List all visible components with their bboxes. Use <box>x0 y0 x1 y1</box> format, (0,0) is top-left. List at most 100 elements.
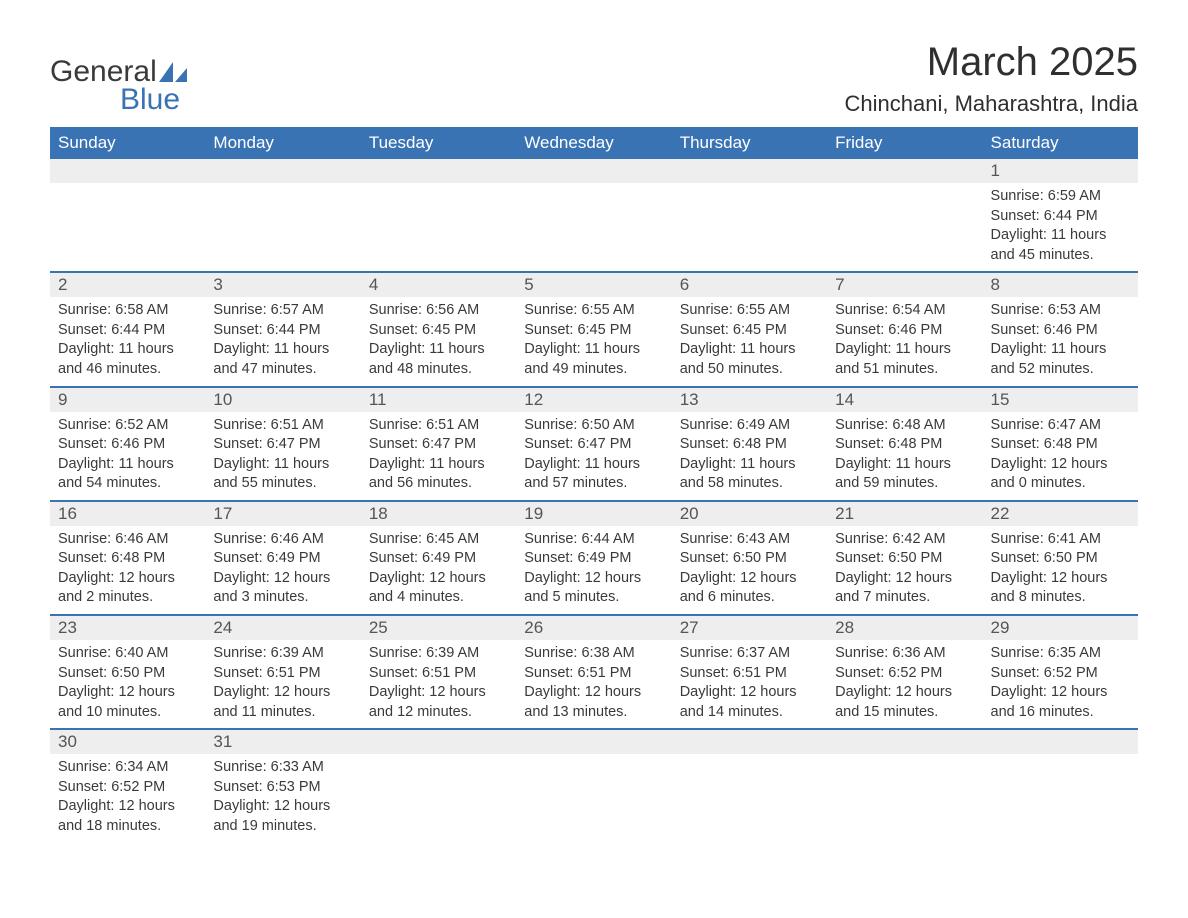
day-number-cell: 6 <box>672 272 827 297</box>
day-number-cell <box>672 159 827 183</box>
day-number-cell: 11 <box>361 387 516 412</box>
day-detail-cell: Sunrise: 6:55 AMSunset: 6:45 PMDaylight:… <box>672 297 827 386</box>
day-number-cell: 31 <box>205 729 360 754</box>
day-number-cell: 7 <box>827 272 982 297</box>
day-detail-cell: Sunrise: 6:41 AMSunset: 6:50 PMDaylight:… <box>983 526 1138 615</box>
detail-row: Sunrise: 6:59 AMSunset: 6:44 PMDaylight:… <box>50 183 1138 272</box>
day-detail-cell: Sunrise: 6:52 AMSunset: 6:46 PMDaylight:… <box>50 412 205 501</box>
day-number-cell: 19 <box>516 501 671 526</box>
daynum-row: 3031 <box>50 729 1138 754</box>
day-detail-cell: Sunrise: 6:49 AMSunset: 6:48 PMDaylight:… <box>672 412 827 501</box>
day-detail-cell: Sunrise: 6:47 AMSunset: 6:48 PMDaylight:… <box>983 412 1138 501</box>
day-number-cell: 20 <box>672 501 827 526</box>
day-number-cell: 16 <box>50 501 205 526</box>
day-detail-cell: Sunrise: 6:42 AMSunset: 6:50 PMDaylight:… <box>827 526 982 615</box>
day-number-cell: 27 <box>672 615 827 640</box>
detail-row: Sunrise: 6:58 AMSunset: 6:44 PMDaylight:… <box>50 297 1138 386</box>
day-detail-cell <box>516 754 671 842</box>
day-detail-cell: Sunrise: 6:51 AMSunset: 6:47 PMDaylight:… <box>361 412 516 501</box>
day-detail-cell: Sunrise: 6:59 AMSunset: 6:44 PMDaylight:… <box>983 183 1138 272</box>
day-detail-cell: Sunrise: 6:44 AMSunset: 6:49 PMDaylight:… <box>516 526 671 615</box>
day-detail-cell <box>983 754 1138 842</box>
day-detail-cell: Sunrise: 6:43 AMSunset: 6:50 PMDaylight:… <box>672 526 827 615</box>
day-detail-cell: Sunrise: 6:46 AMSunset: 6:48 PMDaylight:… <box>50 526 205 615</box>
day-number-cell: 22 <box>983 501 1138 526</box>
day-number-cell <box>827 729 982 754</box>
day-number-cell: 17 <box>205 501 360 526</box>
day-detail-cell: Sunrise: 6:45 AMSunset: 6:49 PMDaylight:… <box>361 526 516 615</box>
day-detail-cell: Sunrise: 6:36 AMSunset: 6:52 PMDaylight:… <box>827 640 982 729</box>
day-number-cell: 1 <box>983 159 1138 183</box>
weekday-header: Wednesday <box>516 127 671 159</box>
day-detail-cell <box>672 183 827 272</box>
day-number-cell: 3 <box>205 272 360 297</box>
day-detail-cell: Sunrise: 6:40 AMSunset: 6:50 PMDaylight:… <box>50 640 205 729</box>
day-number-cell: 12 <box>516 387 671 412</box>
day-detail-cell: Sunrise: 6:50 AMSunset: 6:47 PMDaylight:… <box>516 412 671 501</box>
day-detail-cell: Sunrise: 6:35 AMSunset: 6:52 PMDaylight:… <box>983 640 1138 729</box>
day-number-cell: 18 <box>361 501 516 526</box>
detail-row: Sunrise: 6:52 AMSunset: 6:46 PMDaylight:… <box>50 412 1138 501</box>
detail-row: Sunrise: 6:34 AMSunset: 6:52 PMDaylight:… <box>50 754 1138 842</box>
logo: General Blue <box>50 55 187 117</box>
header: General Blue March 2025 Chinchani, Mahar… <box>50 40 1138 117</box>
page-title: March 2025 <box>845 40 1139 85</box>
day-detail-cell: Sunrise: 6:34 AMSunset: 6:52 PMDaylight:… <box>50 754 205 842</box>
detail-row: Sunrise: 6:46 AMSunset: 6:48 PMDaylight:… <box>50 526 1138 615</box>
detail-row: Sunrise: 6:40 AMSunset: 6:50 PMDaylight:… <box>50 640 1138 729</box>
day-detail-cell <box>516 183 671 272</box>
day-number-cell <box>205 159 360 183</box>
day-number-cell: 24 <box>205 615 360 640</box>
day-number-cell: 26 <box>516 615 671 640</box>
day-number-cell <box>361 729 516 754</box>
day-number-cell: 25 <box>361 615 516 640</box>
day-number-cell: 10 <box>205 387 360 412</box>
day-detail-cell <box>205 183 360 272</box>
daynum-row: 2345678 <box>50 272 1138 297</box>
day-number-cell <box>983 729 1138 754</box>
day-number-cell: 15 <box>983 387 1138 412</box>
calendar-table: Sunday Monday Tuesday Wednesday Thursday… <box>50 127 1138 843</box>
day-detail-cell <box>827 183 982 272</box>
day-number-cell: 28 <box>827 615 982 640</box>
day-number-cell <box>361 159 516 183</box>
weekday-header: Friday <box>827 127 982 159</box>
day-number-cell <box>672 729 827 754</box>
day-number-cell: 23 <box>50 615 205 640</box>
day-detail-cell: Sunrise: 6:39 AMSunset: 6:51 PMDaylight:… <box>361 640 516 729</box>
day-number-cell <box>50 159 205 183</box>
logo-text-blue: Blue <box>120 83 180 117</box>
weekday-header: Thursday <box>672 127 827 159</box>
day-detail-cell <box>827 754 982 842</box>
day-number-cell: 14 <box>827 387 982 412</box>
sail-icon <box>159 62 187 82</box>
day-detail-cell: Sunrise: 6:39 AMSunset: 6:51 PMDaylight:… <box>205 640 360 729</box>
day-detail-cell: Sunrise: 6:57 AMSunset: 6:44 PMDaylight:… <box>205 297 360 386</box>
day-number-cell <box>516 729 671 754</box>
weekday-header: Tuesday <box>361 127 516 159</box>
day-detail-cell <box>361 183 516 272</box>
weekday-header-row: Sunday Monday Tuesday Wednesday Thursday… <box>50 127 1138 159</box>
day-number-cell: 8 <box>983 272 1138 297</box>
day-detail-cell: Sunrise: 6:56 AMSunset: 6:45 PMDaylight:… <box>361 297 516 386</box>
day-detail-cell: Sunrise: 6:58 AMSunset: 6:44 PMDaylight:… <box>50 297 205 386</box>
daynum-row: 1 <box>50 159 1138 183</box>
daynum-row: 16171819202122 <box>50 501 1138 526</box>
daynum-row: 9101112131415 <box>50 387 1138 412</box>
day-number-cell: 13 <box>672 387 827 412</box>
day-number-cell: 21 <box>827 501 982 526</box>
day-detail-cell: Sunrise: 6:48 AMSunset: 6:48 PMDaylight:… <box>827 412 982 501</box>
day-detail-cell: Sunrise: 6:38 AMSunset: 6:51 PMDaylight:… <box>516 640 671 729</box>
day-number-cell: 30 <box>50 729 205 754</box>
day-detail-cell: Sunrise: 6:55 AMSunset: 6:45 PMDaylight:… <box>516 297 671 386</box>
day-detail-cell <box>672 754 827 842</box>
day-number-cell <box>827 159 982 183</box>
title-block: March 2025 Chinchani, Maharashtra, India <box>845 40 1139 117</box>
day-detail-cell: Sunrise: 6:37 AMSunset: 6:51 PMDaylight:… <box>672 640 827 729</box>
weekday-header: Monday <box>205 127 360 159</box>
day-detail-cell: Sunrise: 6:53 AMSunset: 6:46 PMDaylight:… <box>983 297 1138 386</box>
location-label: Chinchani, Maharashtra, India <box>845 91 1139 117</box>
daynum-row: 23242526272829 <box>50 615 1138 640</box>
day-number-cell <box>516 159 671 183</box>
day-detail-cell <box>361 754 516 842</box>
